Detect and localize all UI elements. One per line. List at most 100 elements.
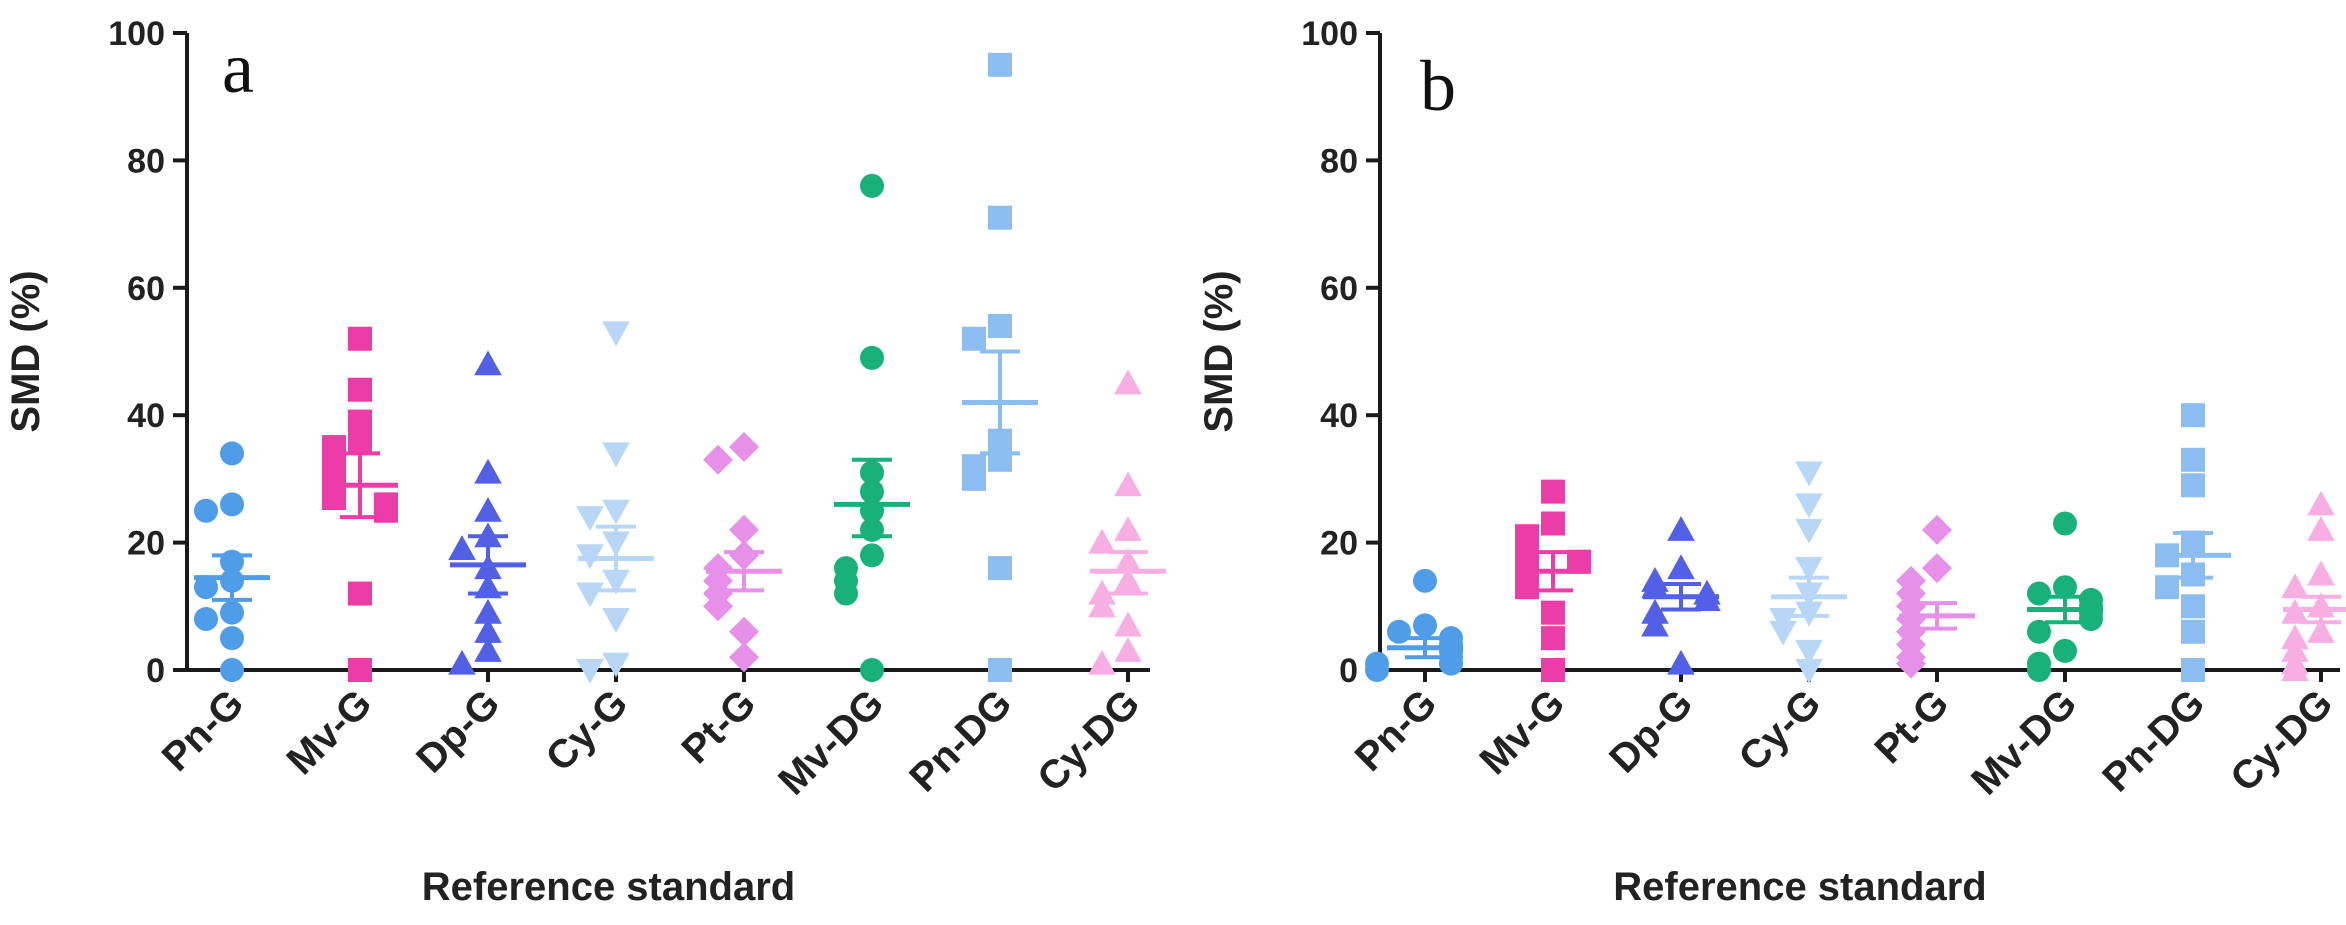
data-point [2027, 619, 2051, 644]
series-dp-g [1641, 516, 1721, 675]
y-axis-title: SMD (%) [1197, 270, 1241, 432]
data-point [1795, 461, 1823, 487]
x-axis-title: Reference standard [422, 865, 795, 909]
series-cy-g [576, 321, 654, 684]
data-point [220, 658, 244, 682]
data-point [703, 591, 733, 622]
y-tick-label: 40 [1320, 397, 1358, 435]
series-mv-g [322, 326, 398, 682]
x-category-label: Dp-G [408, 681, 508, 781]
series-pt-g [703, 432, 782, 673]
x-category-label: Pn-DG [2094, 681, 2213, 800]
series-cy-dg [2281, 490, 2346, 682]
data-point [2079, 607, 2103, 632]
data-point [2027, 658, 2051, 682]
data-point [1541, 658, 1565, 682]
data-point [1387, 619, 1411, 644]
series-pn-dg [2155, 403, 2231, 682]
x-category-label: Cy-DG [2222, 681, 2341, 800]
data-point [2053, 638, 2077, 663]
data-point [2181, 619, 2205, 644]
data-point [220, 600, 244, 625]
data-point [1088, 592, 1116, 618]
series-pn-g [1365, 568, 1463, 682]
data-point [1088, 579, 1116, 605]
x-category-label: Cy-DG [1029, 681, 1148, 800]
data-point [348, 326, 372, 351]
data-point [220, 441, 244, 466]
data-point [576, 506, 604, 531]
data-point [1365, 658, 1389, 682]
data-point [1795, 557, 1823, 582]
data-point [1088, 528, 1116, 554]
data-point [1114, 611, 1142, 637]
x-category-label: Mv-G [279, 681, 381, 783]
series-pn-g [194, 441, 270, 682]
data-point [1541, 600, 1565, 625]
data-point [220, 492, 244, 517]
data-point [348, 377, 372, 402]
data-point [1922, 514, 1952, 545]
data-point [860, 543, 884, 568]
data-point [474, 617, 502, 643]
data-point [220, 626, 244, 651]
data-point [2181, 473, 2205, 498]
data-point [602, 442, 630, 468]
data-point [1896, 648, 1926, 679]
data-point [1413, 568, 1437, 593]
data-point [988, 52, 1012, 77]
x-category-label: Dp-G [1601, 681, 1701, 781]
data-point [474, 598, 502, 624]
data-point [1795, 639, 1823, 665]
y-tick-label: 100 [108, 15, 165, 53]
data-point [322, 486, 346, 511]
x-category-label: Cy-G [538, 681, 637, 780]
data-point [1088, 649, 1116, 675]
data-point [1114, 369, 1142, 395]
x-axis-title: Reference standard [1613, 865, 1986, 909]
data-point [2307, 516, 2335, 541]
data-point [602, 652, 630, 678]
data-point [194, 498, 218, 523]
data-point [1114, 471, 1142, 497]
series-mv-dg [834, 173, 910, 682]
y-tick-label: 80 [127, 142, 165, 180]
data-point [474, 637, 502, 662]
data-point [2281, 656, 2309, 682]
y-tick-label: 60 [1320, 270, 1358, 308]
series-cy-dg [1088, 369, 1166, 675]
data-point [2053, 575, 2077, 600]
data-point [1413, 613, 1437, 638]
panel-label: a [222, 28, 254, 108]
data-point [1667, 649, 1695, 675]
data-point [1795, 518, 1823, 544]
data-point [860, 173, 884, 198]
data-point [474, 350, 502, 376]
data-point [602, 608, 630, 633]
data-point [374, 498, 398, 523]
data-point [988, 658, 1012, 682]
data-point [860, 345, 884, 370]
data-point [2281, 624, 2309, 650]
x-category-label: Mv-DG [770, 681, 892, 803]
data-point [2181, 594, 2205, 619]
data-point [1641, 573, 1669, 599]
series-cy-g [1769, 461, 1847, 684]
y-tick-label: 20 [1320, 525, 1358, 563]
data-point [2181, 658, 2205, 682]
data-point [348, 428, 372, 453]
data-point [348, 581, 372, 606]
data-point [602, 499, 630, 525]
panel-b: 0 20 40 60 80 100 SMD (%) Reference standard b Pn… [1197, 15, 2346, 909]
y-tick-label: 80 [1320, 142, 1358, 180]
x-category-label: Pt-G [674, 681, 765, 772]
y-tick-label: 100 [1301, 15, 1358, 53]
x-category-label: Pt-G [1867, 681, 1958, 772]
series-mv-g [1515, 479, 1591, 682]
data-point [1541, 626, 1565, 651]
data-point [1641, 611, 1669, 637]
data-point [1769, 620, 1797, 646]
data-point [448, 535, 476, 561]
data-point [1114, 637, 1142, 662]
